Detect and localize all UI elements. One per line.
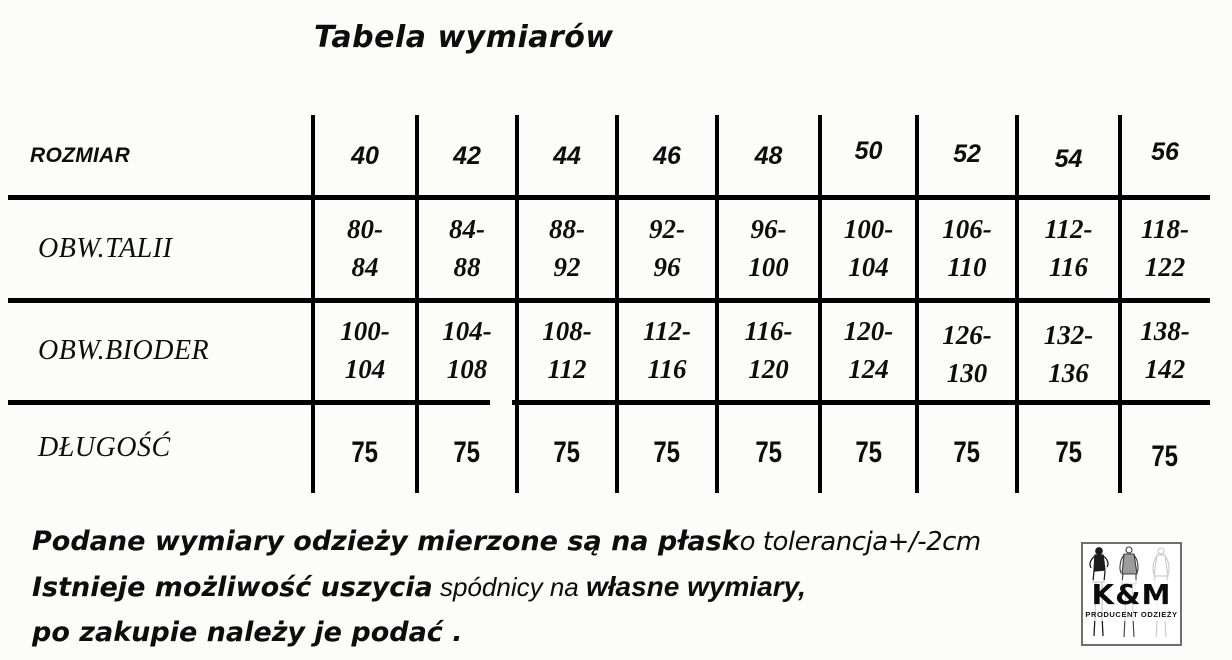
hips-range: 112- 116	[642, 316, 691, 384]
page-title: Tabela wymiarów	[314, 20, 614, 55]
size-value: 46	[653, 141, 681, 170]
table-vline	[515, 115, 519, 493]
size-table: ROZMIAR 40 42 44 46 48 50 52 54 56 OBW.T…	[0, 115, 1210, 493]
table-vline	[311, 115, 315, 493]
length-value: 75	[1151, 439, 1179, 473]
table-vline	[615, 115, 619, 493]
table-vline	[818, 115, 822, 493]
length-value: 75	[1055, 435, 1082, 469]
footer-text: Istnieje możliwość uszycia	[32, 572, 433, 603]
length-value: 75	[755, 435, 782, 469]
length-value: 75	[653, 435, 681, 469]
logo-name: K&M	[1091, 578, 1172, 611]
hips-range: 116- 120	[744, 316, 793, 384]
size-value: 48	[754, 141, 783, 170]
waist-range: 106- 110	[942, 213, 992, 282]
table-hline	[8, 400, 490, 405]
size-value: 40	[351, 141, 379, 170]
waist-range: 80- 84	[347, 213, 383, 282]
table-vline	[715, 115, 719, 493]
hips-range: 126- 130	[942, 320, 992, 388]
footer-text: spódnicy na	[432, 572, 586, 602]
length-value: 75	[453, 435, 481, 469]
row-label-length: DŁUGOŚĆ	[38, 431, 171, 463]
table-vline	[915, 115, 919, 493]
table-vline	[415, 115, 419, 493]
waist-range: 96- 100	[748, 213, 789, 282]
hips-range: 104- 108	[442, 316, 492, 384]
footer-text: Podane wymiary odzieży mierzone są na pł…	[32, 526, 740, 557]
size-value: 44	[553, 141, 581, 170]
hips-range: 132- 136	[1043, 320, 1094, 388]
size-value: 42	[453, 141, 481, 170]
size-value: 54	[1054, 144, 1083, 173]
footer-line-2: Istnieje możliwość uszycia spódnicy na w…	[32, 571, 806, 603]
waist-range: 112- 116	[1044, 213, 1093, 282]
length-value: 75	[855, 435, 882, 469]
table-hline	[8, 195, 1210, 200]
hips-range: 108- 112	[542, 316, 592, 384]
table-vline	[1015, 115, 1019, 493]
km-logo: K&M PRODUCENT ODZIEŻY	[1081, 542, 1182, 646]
length-value: 75	[351, 435, 379, 469]
length-value: 75	[953, 435, 981, 469]
size-value: 56	[1151, 137, 1179, 166]
footer-text: własne wymiary,	[585, 571, 806, 602]
table-hline	[512, 400, 1210, 405]
hips-range: 138- 142	[1140, 316, 1190, 384]
logo-tagline: PRODUCENT ODZIEŻY	[1085, 610, 1178, 619]
size-row-label: ROZMIAR	[30, 144, 131, 167]
row-label-hips: OBW.BIODER	[38, 335, 210, 366]
waist-range: 88- 92	[549, 213, 585, 282]
waist-range: 84- 88	[449, 213, 485, 282]
footer-text: po zakupie należy je podać .	[32, 617, 463, 648]
waist-range: 92- 96	[649, 213, 685, 282]
hips-range: 100- 104	[340, 316, 390, 384]
waist-range: 118- 122	[1140, 213, 1189, 282]
size-value: 52	[953, 139, 981, 168]
hips-range: 120- 124	[843, 316, 894, 384]
length-value: 75	[553, 435, 581, 469]
logo-text-band: K&M PRODUCENT ODZIEŻY	[1083, 580, 1180, 621]
table-hline	[8, 298, 1210, 303]
footer-text: o tolerancja+/-2cm	[739, 527, 982, 557]
footer-line-3: po zakupie należy je podać .	[32, 617, 462, 648]
size-value: 50	[854, 136, 883, 165]
row-label-waist: OBW.TALII	[38, 232, 173, 264]
waist-range: 100- 104	[843, 213, 894, 282]
footer-line-1: Podane wymiary odzieży mierzone są na pł…	[32, 526, 981, 557]
table-vline	[1118, 115, 1122, 493]
